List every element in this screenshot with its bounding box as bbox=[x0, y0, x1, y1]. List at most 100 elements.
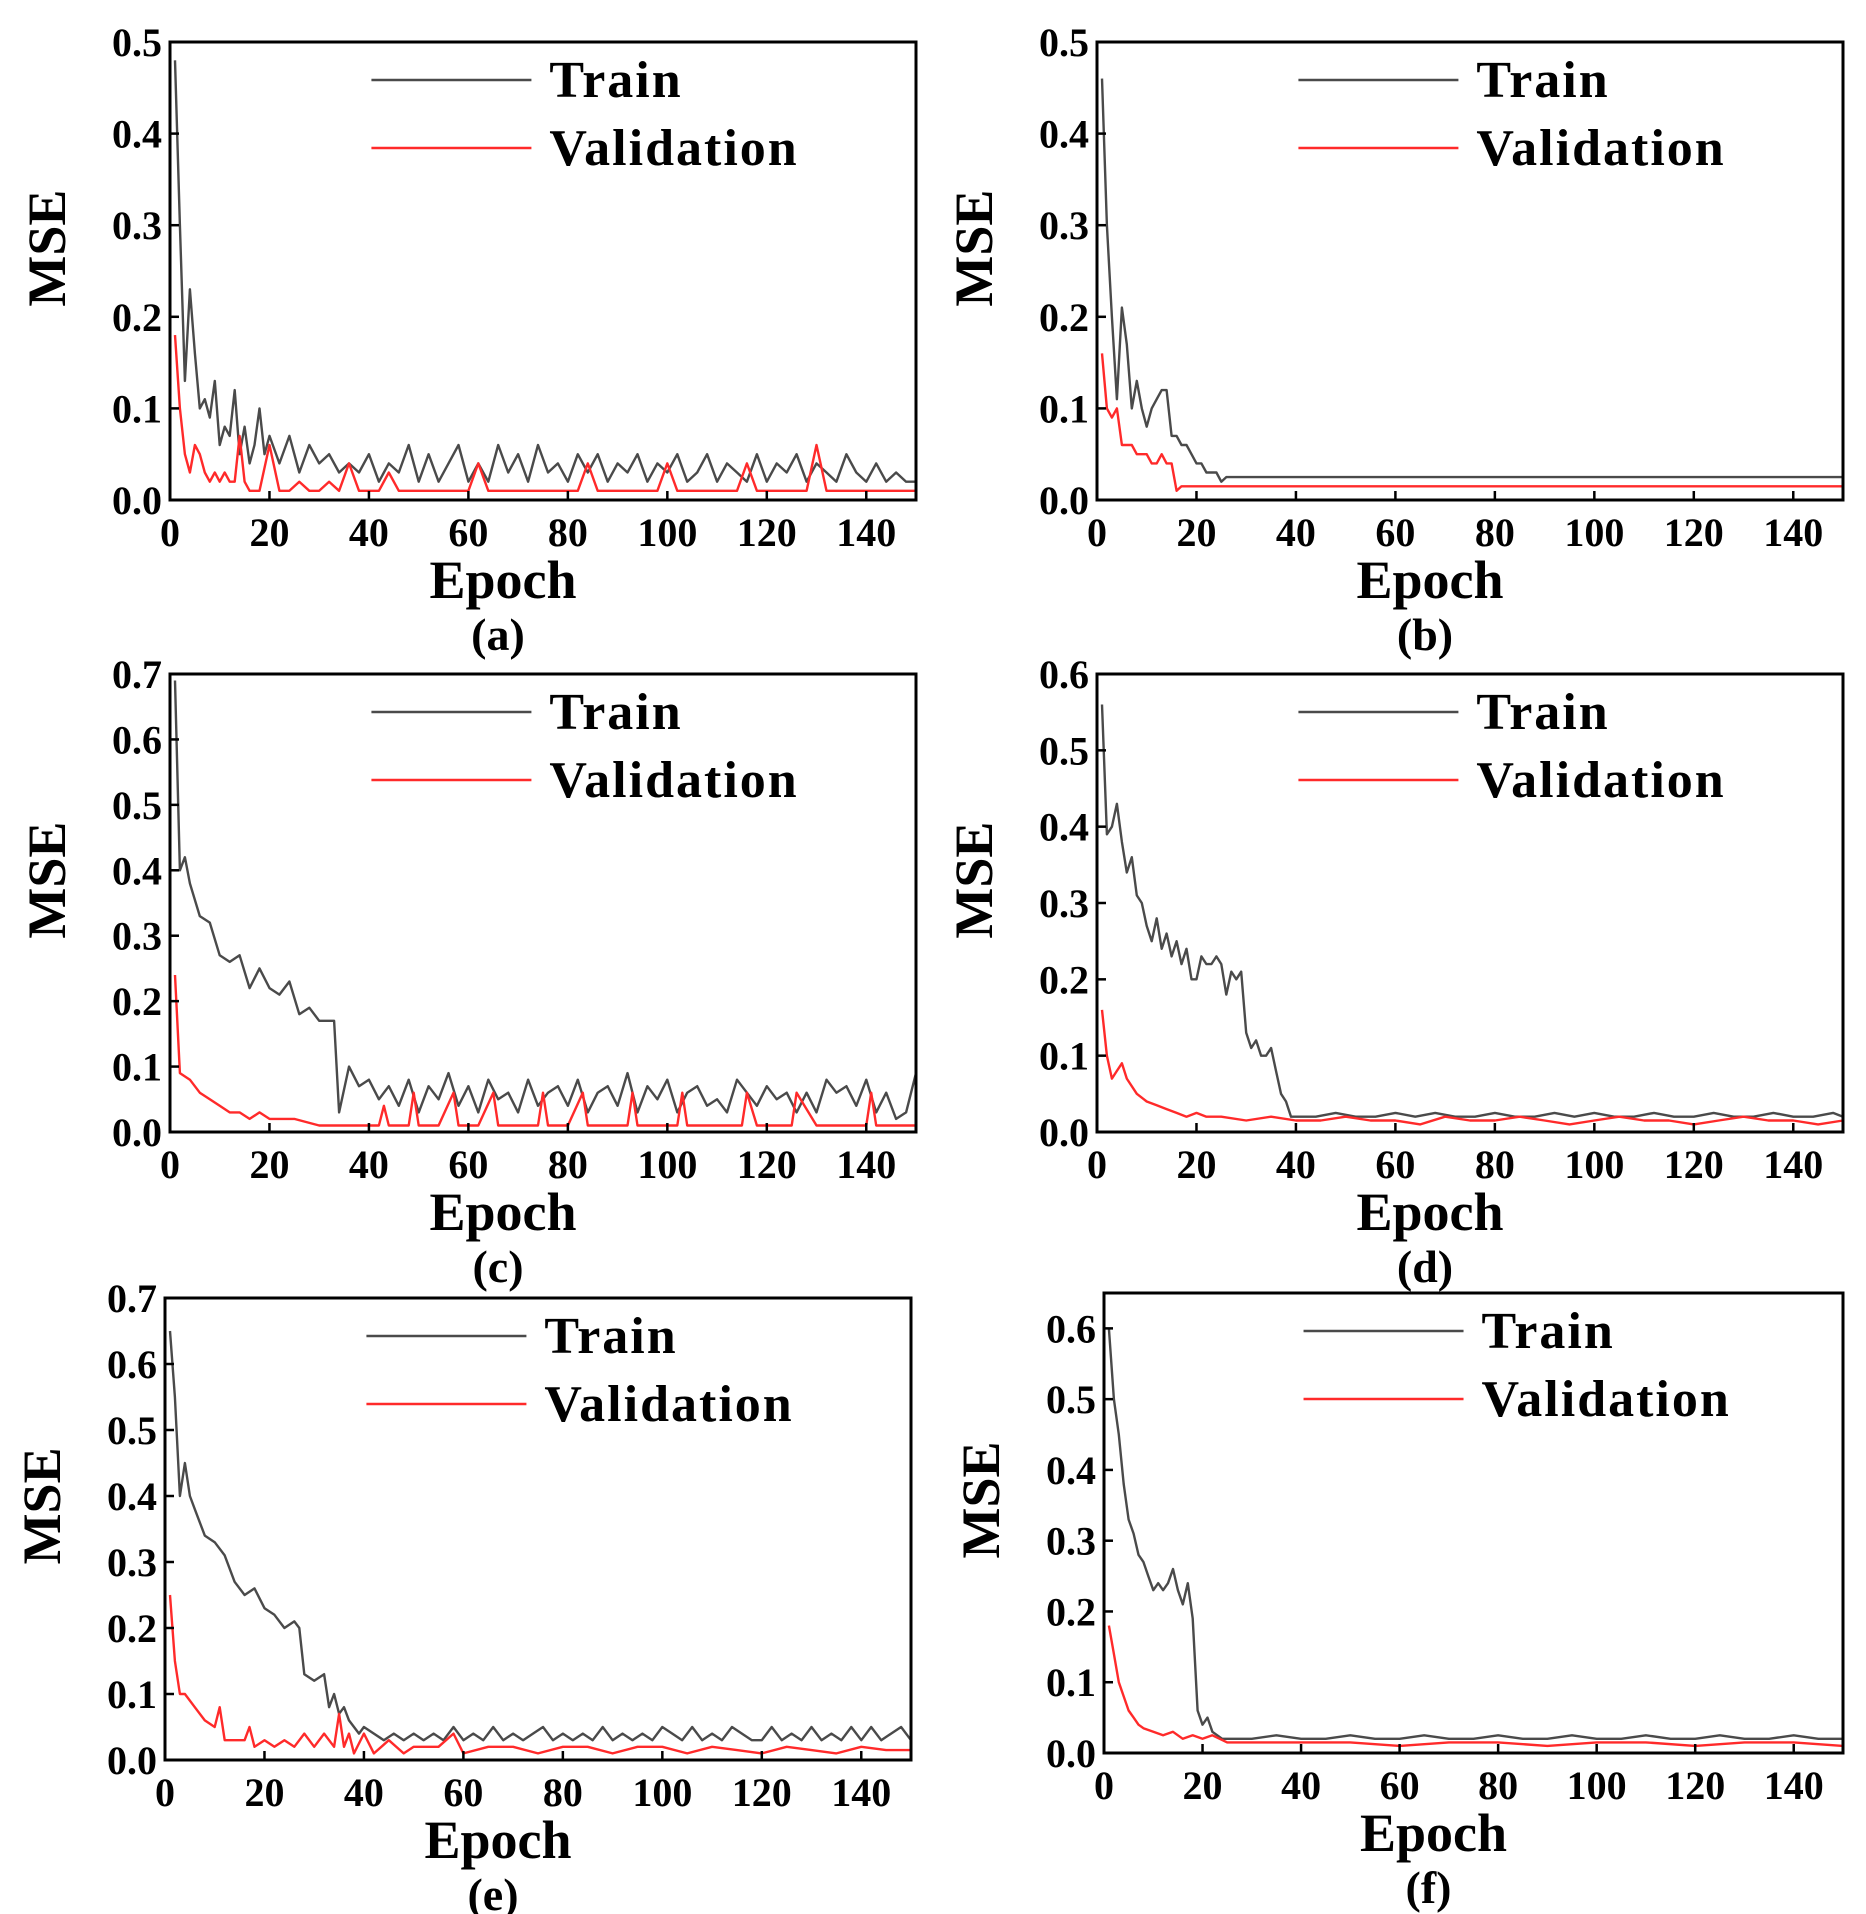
validation-series-line bbox=[1100, 353, 1843, 492]
validation-legend-label: Validation bbox=[1476, 120, 1725, 177]
x-axis-title: Epoch bbox=[429, 1182, 576, 1242]
x-axis-title: Epoch bbox=[1356, 550, 1503, 610]
x-tick-label: 40 bbox=[349, 1142, 389, 1187]
y-tick-label: 0.2 bbox=[107, 1606, 157, 1651]
y-tick-label: 0.6 bbox=[1046, 1306, 1096, 1351]
validation-legend-label: Validation bbox=[549, 752, 798, 809]
x-tick-label: 120 bbox=[732, 1770, 792, 1815]
y-tick-label: 0.2 bbox=[112, 295, 162, 340]
y-tick-label: 0.5 bbox=[1039, 728, 1089, 773]
panel-caption: (f) bbox=[1406, 1862, 1452, 1913]
train-legend-label: Train bbox=[1476, 52, 1609, 109]
y-tick-label: 0.0 bbox=[1039, 1110, 1089, 1155]
x-tick-label: 80 bbox=[548, 1142, 588, 1187]
x-tick-label: 60 bbox=[1375, 510, 1415, 555]
x-tick-label: 20 bbox=[1183, 1763, 1223, 1808]
y-tick-label: 0.0 bbox=[112, 478, 162, 523]
train-series-line bbox=[173, 680, 918, 1121]
x-tick-label: 0 bbox=[155, 1770, 175, 1815]
y-tick-label: 0.2 bbox=[1039, 295, 1089, 340]
x-tick-label: 80 bbox=[1475, 510, 1515, 555]
validation-series-line bbox=[173, 974, 916, 1127]
y-tick-label: 0.4 bbox=[112, 112, 162, 157]
x-tick-label: 20 bbox=[1176, 510, 1216, 555]
y-tick-label: 0.4 bbox=[107, 1474, 157, 1519]
y-tick-label: 0.3 bbox=[112, 203, 162, 248]
x-tick-label: 0 bbox=[160, 510, 180, 555]
x-tick-label: 120 bbox=[1665, 1763, 1725, 1808]
y-tick-label: 0.0 bbox=[1039, 478, 1089, 523]
y-tick-label: 0.0 bbox=[107, 1738, 157, 1783]
y-tick-label: 0.5 bbox=[1046, 1377, 1096, 1422]
panel-caption: (e) bbox=[467, 1869, 518, 1914]
y-axis-title: MSE bbox=[944, 822, 1004, 939]
x-tick-label: 40 bbox=[349, 510, 389, 555]
x-tick-label: 140 bbox=[836, 1142, 896, 1187]
y-tick-label: 0.5 bbox=[1039, 20, 1089, 65]
train-series-line bbox=[1100, 78, 1843, 483]
x-tick-label: 100 bbox=[637, 510, 697, 555]
validation-legend-label: Validation bbox=[544, 1376, 793, 1433]
train-legend-label: Train bbox=[549, 684, 682, 741]
x-tick-label: 120 bbox=[1664, 1142, 1724, 1187]
validation-legend-label: Validation bbox=[1482, 1371, 1731, 1428]
y-axis-title: MSE bbox=[17, 190, 77, 307]
plot-frame bbox=[168, 40, 918, 502]
plot-frame bbox=[1095, 40, 1845, 502]
x-tick-label: 20 bbox=[1176, 1142, 1216, 1187]
y-tick-label: 0.5 bbox=[112, 783, 162, 828]
y-axis-title: MSE bbox=[17, 822, 77, 939]
x-tick-label: 40 bbox=[344, 1770, 384, 1815]
x-tick-label: 0 bbox=[1094, 1763, 1114, 1808]
y-axis-title: MSE bbox=[944, 190, 1004, 307]
y-tick-label: 0.5 bbox=[112, 20, 162, 65]
y-tick-label: 0.7 bbox=[112, 652, 162, 697]
y-tick-label: 0.3 bbox=[112, 914, 162, 959]
validation-series-line bbox=[168, 1594, 911, 1755]
x-tick-label: 0 bbox=[1087, 510, 1107, 555]
train-series-line bbox=[173, 60, 916, 483]
y-tick-label: 0.3 bbox=[107, 1540, 157, 1585]
x-tick-label: 80 bbox=[543, 1770, 583, 1815]
x-tick-label: 80 bbox=[1478, 1763, 1518, 1808]
x-tick-label: 60 bbox=[448, 510, 488, 555]
y-tick-label: 0.1 bbox=[112, 1045, 162, 1090]
y-tick-label: 0.1 bbox=[1039, 1034, 1089, 1079]
x-tick-label: 140 bbox=[831, 1770, 891, 1815]
x-tick-label: 140 bbox=[836, 510, 896, 555]
y-tick-label: 0.6 bbox=[112, 717, 162, 762]
plot-frame bbox=[168, 672, 918, 1134]
x-tick-label: 60 bbox=[448, 1142, 488, 1187]
y-tick-label: 0.4 bbox=[112, 848, 162, 893]
validation-legend-label: Validation bbox=[549, 120, 798, 177]
y-tick-label: 0.3 bbox=[1046, 1519, 1096, 1564]
y-tick-label: 0.2 bbox=[1039, 957, 1089, 1002]
panel-caption: (c) bbox=[472, 1241, 523, 1292]
x-tick-label: 80 bbox=[548, 510, 588, 555]
x-tick-label: 100 bbox=[1564, 510, 1624, 555]
y-axis-title: MSE bbox=[12, 1447, 72, 1564]
panel-caption: (a) bbox=[471, 609, 525, 660]
panel-caption: (d) bbox=[1397, 1241, 1453, 1292]
validation-series-line bbox=[1100, 1009, 1844, 1126]
train-legend-label: Train bbox=[1476, 684, 1609, 741]
x-tick-label: 140 bbox=[1764, 1763, 1824, 1808]
x-tick-label: 120 bbox=[737, 510, 797, 555]
x-axis-title: Epoch bbox=[424, 1810, 571, 1870]
y-tick-label: 0.4 bbox=[1039, 805, 1089, 850]
x-tick-label: 20 bbox=[244, 1770, 284, 1815]
x-tick-label: 40 bbox=[1276, 510, 1316, 555]
train-legend-label: Train bbox=[544, 1308, 677, 1365]
chart-panel-b: 0 20 40 60 80 100 120 140 0.0 0.1 0.2 0.3 0.4 0.5 Epoc… bbox=[944, 20, 1845, 660]
chart-panel-f: 0 20 40 60 80 100 120 140 0.0 0.1 0.2 0.3 0.4 0.5 0.6 E… bbox=[951, 1291, 1845, 1913]
x-tick-label: 60 bbox=[443, 1770, 483, 1815]
train-series-line bbox=[1107, 1328, 1843, 1741]
y-tick-label: 0.2 bbox=[112, 979, 162, 1024]
x-tick-label: 120 bbox=[737, 1142, 797, 1187]
y-tick-label: 0.2 bbox=[1046, 1589, 1096, 1634]
x-tick-label: 140 bbox=[1763, 1142, 1823, 1187]
chart-panel-e: 0 20 40 60 80 100 120 140 0.0 0.1 0.2 0.3 0.4 0.5 0.6 0… bbox=[12, 1276, 913, 1914]
validation-series-line bbox=[173, 335, 916, 492]
y-tick-label: 0.4 bbox=[1039, 112, 1089, 157]
